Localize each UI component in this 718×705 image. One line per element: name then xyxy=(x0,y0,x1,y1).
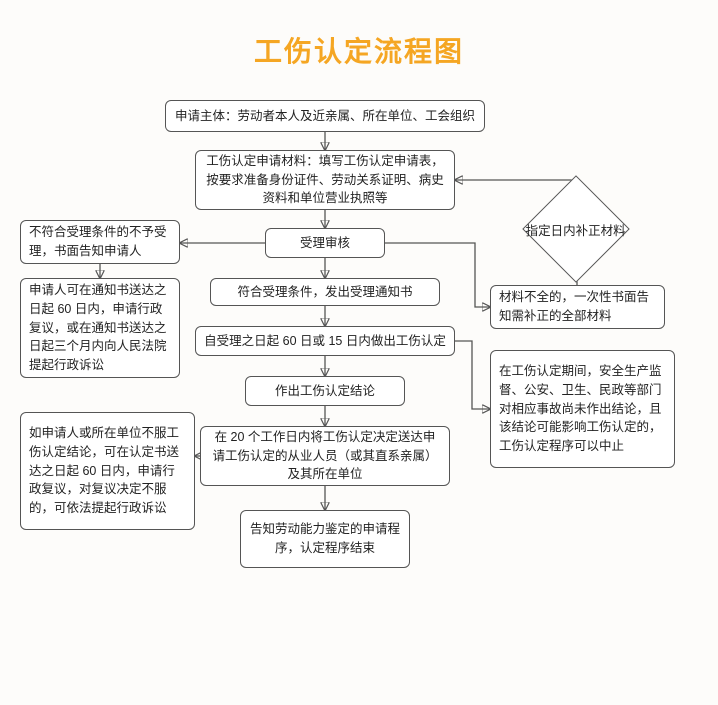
node-n6: 作出工伤认定结论 xyxy=(245,376,405,406)
node-nL2: 申请人可在通知书送达之日起 60 日内，申请行政复议，或在通知书送达之日起三个月… xyxy=(20,278,180,378)
node-nL3: 如申请人或所在单位不服工伤认定结论，可在认定书送达之日起 60 日内，申请行政复… xyxy=(20,412,195,530)
edge-nR1-n2 xyxy=(455,180,577,191)
node-n8: 告知劳动能力鉴定的申请程序，认定程序结束 xyxy=(240,510,410,568)
node-n2: 工伤认定申请材料：填写工伤认定申请表，按要求准备身份证件、劳动关系证明、病史资料… xyxy=(195,150,455,210)
node-nR1: 指定日内补正材料 xyxy=(522,175,629,282)
node-n3: 受理审核 xyxy=(265,228,385,258)
node-nR3: 在工伤认定期间，安全生产监督、公安、卫生、民政等部门对相应事故尚未作出结论，且该… xyxy=(490,350,675,468)
node-n5: 自受理之日起 60 日或 15 日内做出工伤认定 xyxy=(195,326,455,356)
node-n4: 符合受理条件，发出受理通知书 xyxy=(210,278,440,306)
node-nL1: 不符合受理条件的不予受理，书面告知申请人 xyxy=(20,220,180,264)
edge-n5-nR3 xyxy=(455,341,490,409)
node-nR2: 材料不全的，一次性书面告知需补正的全部材料 xyxy=(490,285,665,329)
node-n7: 在 20 个工作日内将工伤认定决定送达申请工伤认定的从业人员（或其直系亲属）及其… xyxy=(200,426,450,486)
flowchart-canvas: 工伤认定流程图 申请主体：劳动者本人及近亲属、所在单位、工会组织工伤认定申请材料… xyxy=(0,0,718,705)
chart-title: 工伤认定流程图 xyxy=(0,30,718,70)
node-n1: 申请主体：劳动者本人及近亲属、所在单位、工会组织 xyxy=(165,100,485,132)
